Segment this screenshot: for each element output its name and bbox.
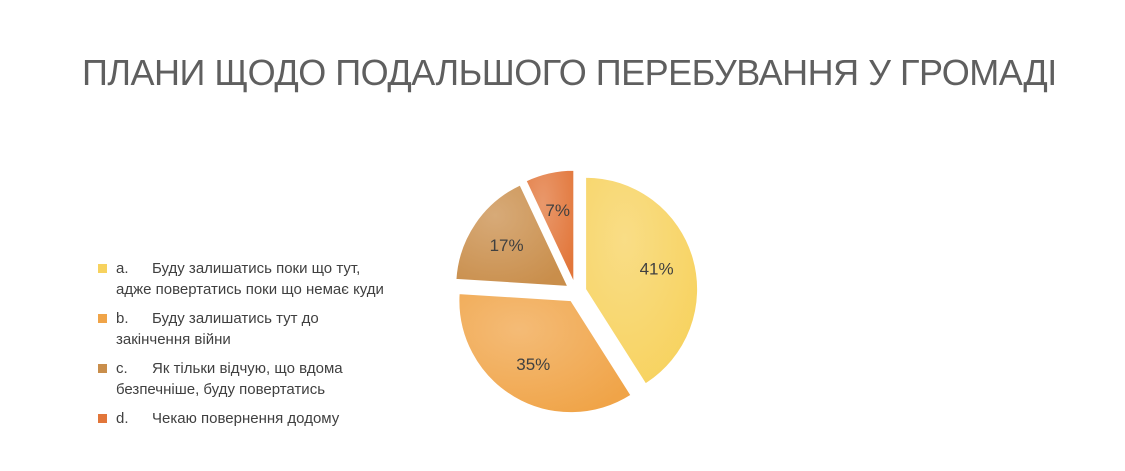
legend-entry: a. Буду залишатись поки що тут, адже пове…	[98, 258, 428, 300]
pie-data-label: 41%	[640, 260, 674, 279]
legend-swatch	[98, 314, 107, 323]
pie-data-label: 35%	[516, 355, 550, 374]
chart-legend: a. Буду залишатись поки що тут, адже пове…	[98, 258, 428, 437]
legend-label: Буду залишатись поки що тут, адже поверт…	[116, 260, 384, 298]
pie-data-label: 17%	[490, 236, 524, 255]
legend-marker: d.	[116, 410, 129, 427]
pie-slice	[525, 169, 575, 283]
legend-entry: c. Як тільки відчую, що вдома безпечніше,…	[98, 358, 428, 400]
slide-title: ПЛАНИ ЩОДО ПОДАЛЬШОГО ПЕРЕБУВАННЯ У ГРОМ…	[82, 52, 1057, 93]
legend-label: Як тільки відчую, що вдома безпечніше, б…	[116, 360, 343, 398]
legend-swatch	[98, 264, 107, 273]
pie-slice	[458, 293, 632, 414]
pie-slice	[585, 176, 699, 385]
pie-data-label: 7%	[545, 201, 570, 220]
legend-marker: c.	[116, 360, 128, 377]
legend-entry: b. Буду залишатись тут до закінчення війн…	[98, 308, 428, 350]
legend-swatch	[98, 364, 107, 373]
legend-marker: a.	[116, 260, 129, 277]
pie-slice	[455, 184, 569, 287]
legend-label: Буду залишатись тут до закінчення війни	[116, 310, 319, 348]
legend-entry: d. Чекаю повернення додому	[98, 408, 428, 429]
legend-marker: b.	[116, 310, 129, 327]
legend-label: Чекаю повернення додому	[152, 410, 340, 427]
pie-chart: 41% 35% 17% 7%	[455, 169, 699, 414]
legend-swatch	[98, 414, 107, 423]
